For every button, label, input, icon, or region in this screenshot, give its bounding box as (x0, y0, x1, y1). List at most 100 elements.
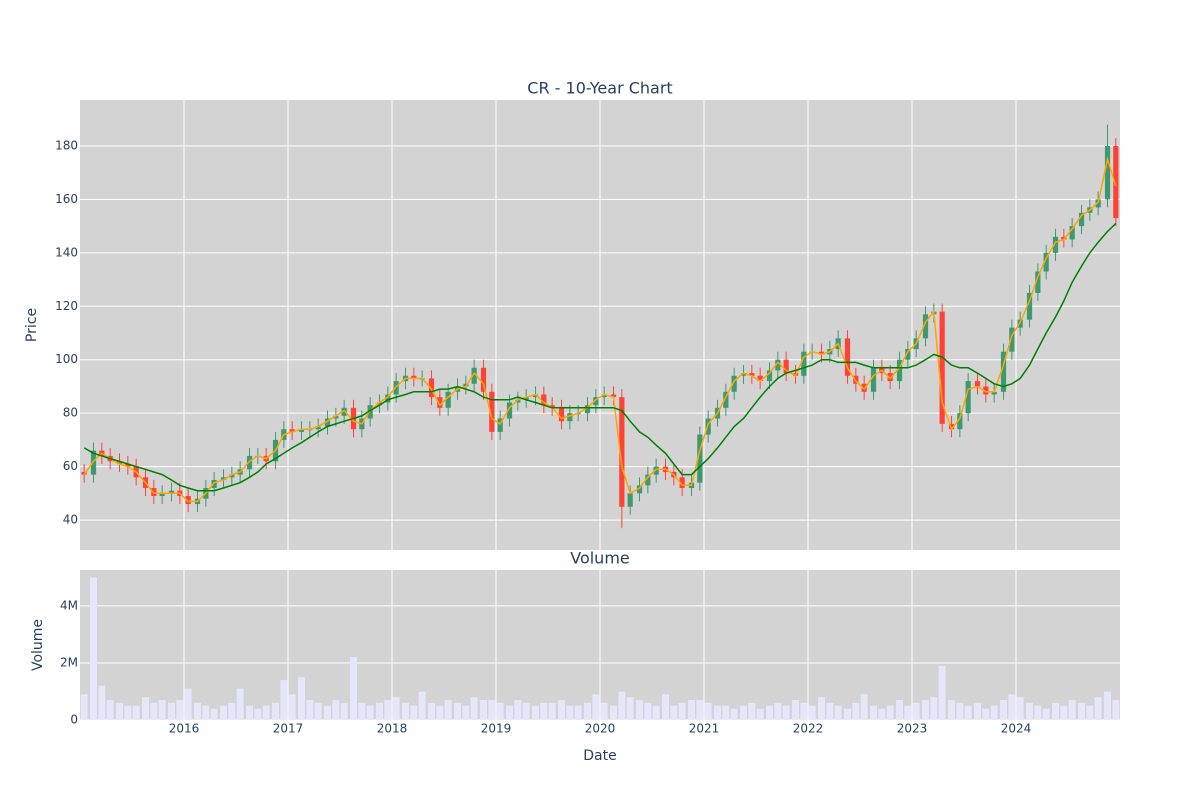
volume-bar (280, 680, 288, 720)
volume-bar (886, 705, 894, 720)
volume-bar (714, 705, 721, 720)
volume-bar (860, 694, 868, 720)
candle-body (749, 373, 755, 376)
volume-bar (730, 708, 738, 720)
volume-bar (878, 708, 886, 720)
candle-body (653, 466, 659, 475)
volume-bar (834, 705, 842, 720)
candle-body (636, 485, 643, 494)
volume-bar (210, 708, 218, 720)
candle-body (801, 351, 807, 376)
volume-bar (194, 702, 201, 720)
volume-bar (1052, 702, 1059, 720)
volume-bar (1000, 700, 1007, 720)
volume-bar (480, 700, 487, 720)
volume-bar (392, 697, 400, 720)
candle-body (220, 477, 227, 480)
volume-bar (662, 694, 669, 720)
volume-bar (938, 665, 946, 720)
volume-bar (384, 700, 392, 720)
candle-body (896, 359, 903, 382)
volume-bar (558, 700, 565, 720)
volume-bar (142, 697, 149, 720)
candle-body (983, 386, 989, 395)
volume-bar (298, 677, 305, 720)
candle-body (437, 397, 443, 408)
candle-body (211, 479, 217, 489)
candle-body (471, 367, 477, 384)
candle-body (870, 367, 877, 392)
candle-body (125, 463, 131, 467)
volume-bar (272, 702, 279, 720)
volume-bar (704, 702, 712, 720)
candle-body (185, 496, 191, 505)
volume-bar (410, 705, 418, 720)
candle-body (558, 407, 565, 422)
volume-bar (1016, 697, 1024, 720)
volume-bar (168, 702, 175, 720)
volume-bar (254, 708, 262, 720)
candle-body (601, 394, 607, 398)
candle-body (333, 415, 339, 419)
candle-body (151, 488, 157, 497)
moving-average-line (83, 156, 1117, 503)
candle-body (81, 471, 87, 475)
volume-bar (652, 705, 660, 720)
volume-bar (220, 705, 227, 720)
candle-body (619, 397, 625, 507)
candle-body (497, 418, 503, 432)
volume-bar (506, 705, 513, 720)
volume-bar (982, 708, 990, 720)
volume-bar (496, 702, 504, 720)
candle-body (783, 359, 789, 374)
volume-bar (636, 700, 643, 720)
y-tick-label: 80 (63, 406, 78, 420)
volume-bar (340, 702, 348, 720)
x-tick-label: 2018 (377, 722, 408, 736)
volume-bar (930, 697, 938, 720)
candle-body (818, 351, 825, 355)
candle-body (679, 477, 685, 489)
candle-body (393, 381, 399, 395)
candle-body (948, 423, 955, 430)
y-tick-label: 60 (63, 459, 78, 473)
volume-bar (766, 705, 773, 720)
candle-body (324, 418, 331, 427)
x-tick-label: 2019 (481, 722, 512, 736)
volume-bar (644, 702, 652, 720)
volume-bar (288, 694, 296, 720)
candle-body (298, 429, 305, 432)
volume-bar (774, 702, 782, 720)
volume-bar (904, 705, 912, 720)
candle-body (229, 474, 235, 478)
candle-body (991, 391, 997, 395)
candle-body (411, 375, 417, 379)
candle-body (90, 450, 97, 475)
volume-bar (722, 705, 730, 720)
volume-bar (90, 577, 97, 720)
volume-bar (1078, 702, 1085, 720)
candle-body (766, 370, 773, 382)
x-tick-label: 2016 (169, 722, 200, 736)
candle-body (515, 399, 521, 403)
candle-body (1078, 212, 1085, 227)
volume-bar (350, 657, 357, 720)
candle-body (861, 383, 867, 392)
candle-body (844, 338, 851, 376)
volume-bar (688, 700, 695, 720)
candle-body (705, 418, 711, 435)
volume-bar (1026, 702, 1033, 720)
x-tick-label: 2017 (273, 722, 304, 736)
x-tick-label: 2022 (793, 722, 824, 736)
candle-body (428, 378, 435, 398)
candle-body (385, 394, 391, 403)
candle-body (567, 413, 573, 422)
candle-body (1104, 145, 1111, 200)
candle-body (757, 375, 763, 382)
candle-body (922, 314, 929, 339)
volume-title: Volume (570, 549, 630, 568)
candle-body (974, 381, 981, 387)
volume-bar (454, 702, 461, 720)
candle-body (1009, 327, 1015, 352)
